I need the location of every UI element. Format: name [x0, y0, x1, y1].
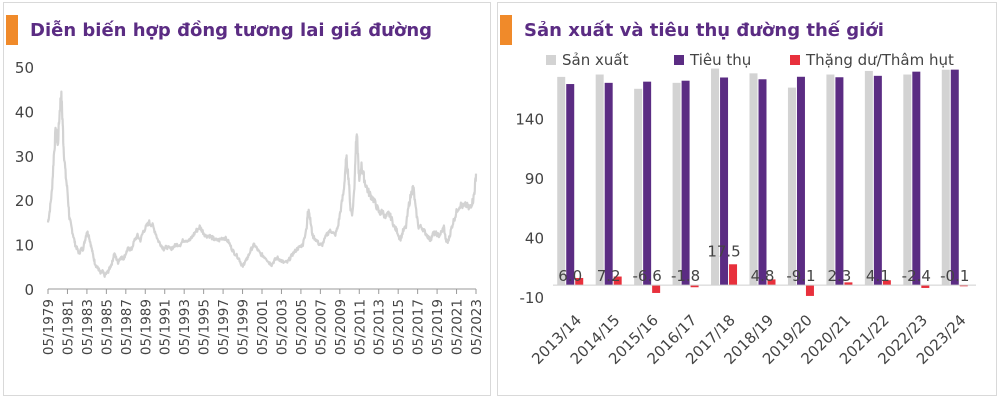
y-tick-label: 20 — [15, 192, 34, 210]
legend-surplus-deficit-label: Thặng dư/Thâm hụt — [805, 51, 954, 69]
bar-production — [749, 73, 758, 286]
bar-consumption — [835, 77, 844, 286]
left-title-accent — [6, 15, 18, 45]
x-tick-label: 05/1993 — [177, 299, 193, 355]
data-label: 4.1 — [866, 267, 890, 285]
left-title-row: Diễn biến hợp đồng tương lai giá đường — [6, 13, 432, 47]
x-tick-label: 05/2017 — [411, 299, 427, 355]
bar-consumption — [873, 75, 882, 286]
right-title-accent — [500, 15, 512, 45]
legend-consumption-swatch — [674, 55, 684, 65]
bar-surplus-deficit — [844, 282, 853, 286]
x-tick-label: 05/1999 — [236, 299, 252, 355]
legend-consumption-label: Tiêu thụ — [689, 51, 751, 69]
data-label: -6.6 — [632, 267, 661, 285]
legend-production-swatch — [546, 55, 556, 65]
right-title-row: Sản xuất và tiêu thụ đường thế giới — [500, 13, 884, 47]
x-tick-label: 05/1989 — [138, 299, 154, 355]
bar-production — [787, 87, 796, 286]
bar-production — [595, 74, 604, 286]
y-tick-label: 140 — [515, 111, 544, 129]
x-tick-label: 05/1995 — [197, 299, 213, 355]
x-tick-label: 05/1979 — [41, 299, 57, 355]
bar-consumption — [796, 76, 805, 286]
y-tick-label: 30 — [15, 148, 34, 166]
x-tick-label: 05/2019 — [430, 299, 446, 355]
bar-surplus-deficit — [652, 285, 661, 293]
y-tick-label: 0 — [24, 281, 34, 299]
legend-surplus-deficit-swatch — [790, 55, 800, 65]
bar-production — [557, 76, 566, 286]
data-label: 4.8 — [751, 267, 775, 285]
bar-surplus-deficit — [882, 280, 891, 286]
y-tick-label: 50 — [15, 59, 34, 77]
bar-surplus-deficit — [805, 285, 814, 296]
sugar-futures-panel: Diễn biến hợp đồng tương lai giá đường 5… — [3, 2, 491, 396]
x-tick-label: 05/2011 — [352, 299, 368, 355]
x-tick-label: 05/2005 — [294, 299, 310, 355]
bar-surplus-deficit — [959, 285, 968, 287]
bar-consumption — [643, 81, 652, 286]
data-label: -0.1 — [940, 267, 969, 285]
data-label: -1.8 — [671, 267, 700, 285]
bar-consumption — [681, 80, 690, 286]
x-tick-label: 05/1981 — [60, 299, 76, 355]
bar-surplus-deficit — [690, 285, 699, 288]
data-label: -9.1 — [786, 267, 815, 285]
data-label: 7.2 — [597, 267, 621, 285]
bar-surplus-deficit — [767, 279, 776, 286]
bar-consumption — [758, 79, 767, 286]
legend-production-label: Sản xuất — [562, 51, 629, 69]
bar-production — [672, 82, 681, 286]
bar-surplus-deficit — [921, 285, 930, 288]
y-tick-label: 40 — [525, 230, 544, 248]
x-tick-label: 05/1985 — [99, 299, 115, 355]
bar-consumption — [950, 69, 959, 286]
x-tick-label: 05/1987 — [119, 299, 135, 355]
bar-production — [941, 69, 950, 286]
bar-consumption — [912, 71, 921, 286]
x-tick-label: 05/2021 — [450, 299, 466, 355]
x-tick-label: 05/2023 — [469, 299, 485, 355]
x-tick-label: 05/2001 — [255, 299, 271, 355]
y-tick-label: -10 — [520, 289, 545, 307]
x-tick-label: 05/1991 — [158, 299, 174, 355]
data-label: 2.3 — [827, 267, 851, 285]
y-tick-label: 90 — [525, 170, 544, 188]
data-label: 6.0 — [558, 267, 582, 285]
y-tick-label: 40 — [15, 103, 34, 121]
data-label: -2.4 — [902, 267, 931, 285]
bar-production — [903, 74, 912, 286]
production-consumption-panel: Sản xuất và tiêu thụ đường thế giới Sản … — [497, 2, 997, 396]
x-tick-label: 05/2007 — [313, 299, 329, 355]
x-tick-label: 05/2015 — [391, 299, 407, 355]
x-tick-label: 05/2003 — [274, 299, 290, 355]
production-consumption-chart: Sản xuất Tiêu thụ Thặng dư/Thâm hụt 140 90 40… — [515, 51, 976, 368]
x-tick-label: 05/2013 — [372, 299, 388, 355]
bar-production — [711, 68, 720, 286]
bar-production — [864, 70, 873, 286]
bar-consumption — [566, 84, 575, 286]
bar-surplus-deficit — [575, 277, 584, 286]
data-label: 17.5 — [707, 242, 740, 260]
y-tick-label: 10 — [15, 237, 34, 255]
bar-production — [634, 88, 643, 286]
x-tick-label: 05/1983 — [80, 299, 96, 355]
sugar-price-line — [46, 90, 478, 278]
x-tick-label: 05/2009 — [333, 299, 349, 355]
bar-surplus-deficit — [729, 264, 738, 286]
right-chart-title: Sản xuất và tiêu thụ đường thế giới — [524, 19, 884, 41]
bar-consumption — [720, 77, 729, 286]
bar-production — [826, 74, 835, 286]
x-tick-label: 05/1997 — [216, 299, 232, 355]
bar-surplus-deficit — [613, 276, 622, 286]
bar-consumption — [604, 82, 613, 286]
left-chart-title: Diễn biến hợp đồng tương lai giá đường — [30, 19, 433, 41]
